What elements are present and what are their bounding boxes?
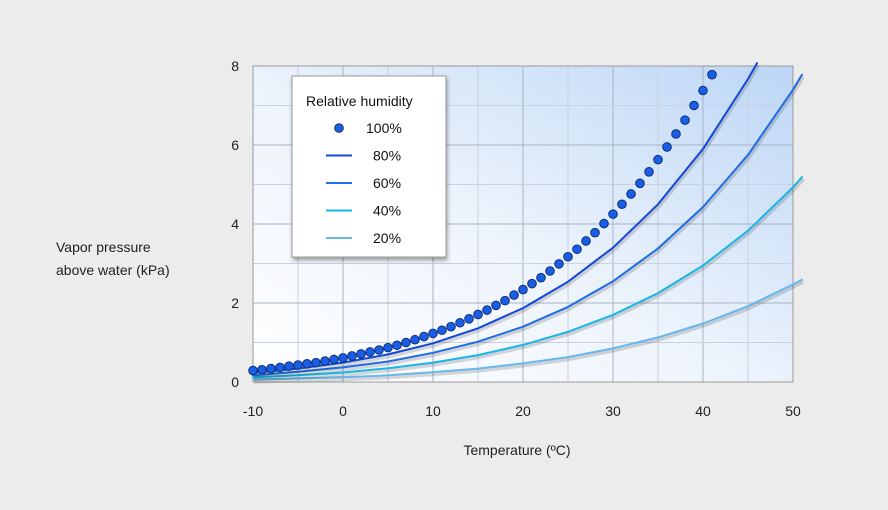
y-tick-label: 6 xyxy=(231,137,239,153)
series-point-100% xyxy=(644,167,654,177)
series-point-100% xyxy=(293,360,303,370)
series-point-100% xyxy=(698,85,708,96)
legend-label: 40% xyxy=(373,203,401,219)
series-point-100% xyxy=(446,321,456,332)
legend-box xyxy=(291,75,447,258)
series-point-100% xyxy=(482,305,492,315)
series-point-100% xyxy=(527,278,537,289)
series-shadow-80% xyxy=(253,64,760,377)
series-point-100% xyxy=(581,236,591,246)
series-point-100% xyxy=(500,295,510,306)
series-point-100% xyxy=(365,347,375,357)
y-tick-label: 0 xyxy=(231,374,239,390)
series-point-100% xyxy=(455,317,465,328)
series-point-100% xyxy=(536,272,546,283)
y-tick-label: 8 xyxy=(231,58,239,74)
series-point-100% xyxy=(563,251,573,262)
y-axis-title-line-1: Vapor pressure xyxy=(56,239,151,255)
series-point-100% xyxy=(617,199,627,210)
series-point-100% xyxy=(311,357,321,368)
x-tick-label: 50 xyxy=(785,403,801,419)
series-point-100% xyxy=(248,365,258,376)
series-point-100% xyxy=(437,325,447,336)
series-point-100% xyxy=(428,328,438,339)
series-point-100% xyxy=(473,309,483,320)
series-point-100% xyxy=(320,356,330,366)
series-point-100% xyxy=(671,129,681,139)
series-point-100% xyxy=(266,363,276,374)
series-point-100% xyxy=(302,359,312,369)
series-point-100% xyxy=(554,259,564,269)
series-point-100% xyxy=(572,244,582,255)
y-tick-label: 2 xyxy=(231,295,239,311)
series-point-100% xyxy=(338,353,348,363)
legend-title: Relative humidity xyxy=(306,93,413,109)
series-point-100% xyxy=(662,142,672,152)
series-shadow-40% xyxy=(253,177,805,382)
x-tick-label: -10 xyxy=(243,403,263,419)
series-point-100% xyxy=(626,189,636,199)
legend-label: 20% xyxy=(373,230,401,246)
series-point-100% xyxy=(680,115,690,125)
legend-label: 100% xyxy=(366,120,402,136)
series-point-100% xyxy=(401,337,411,348)
x-tick-label: 20 xyxy=(515,403,531,419)
legend-items: 100% 80% 60% 40% 20% xyxy=(326,120,402,246)
series-layer xyxy=(248,62,805,384)
series-point-100% xyxy=(707,69,717,80)
series-point-100% xyxy=(608,209,618,219)
series-point-100% xyxy=(392,340,402,351)
x-tick-label: 30 xyxy=(605,403,621,419)
legend-label: 60% xyxy=(373,175,401,191)
y-axis-title-line-2: above water (kPa) xyxy=(56,262,170,278)
series-point-100% xyxy=(356,349,366,359)
series-point-100% xyxy=(419,331,429,342)
series-point-100% xyxy=(257,364,267,375)
legend-swatch xyxy=(334,123,344,133)
series-point-100% xyxy=(284,361,294,372)
legend: Relative humidity 100% 80% 60% 40% 20% xyxy=(291,75,447,258)
series-shadow-20% xyxy=(253,279,804,384)
series-point-100% xyxy=(635,178,645,189)
x-tick-label: 10 xyxy=(425,403,441,419)
plot-border xyxy=(252,65,794,383)
series-line-20% xyxy=(252,278,803,381)
series-point-100% xyxy=(590,227,600,238)
y-tick-label: 4 xyxy=(231,216,239,232)
series-point-100% xyxy=(653,154,663,165)
series-shadow-60% xyxy=(253,75,805,380)
x-axis-title: Temperature (ºC) xyxy=(463,442,570,458)
series-point-100% xyxy=(509,290,519,300)
series-point-100% xyxy=(689,100,699,111)
series-line-60% xyxy=(252,73,803,377)
x-tick-label: 40 xyxy=(695,403,711,419)
series-line-40% xyxy=(252,176,803,379)
series-point-100% xyxy=(347,351,357,361)
series-point-100% xyxy=(518,284,528,295)
series-point-100% xyxy=(383,342,393,353)
series-point-100% xyxy=(545,266,555,276)
x-tick-label: 0 xyxy=(339,403,347,419)
series-point-100% xyxy=(464,314,474,324)
legend-label: 80% xyxy=(373,148,401,164)
series-point-100% xyxy=(410,334,420,345)
series-point-100% xyxy=(599,218,609,229)
series-point-100% xyxy=(275,362,285,373)
series-point-100% xyxy=(491,300,501,311)
series-point-100% xyxy=(329,354,339,365)
series-point-100% xyxy=(374,345,384,355)
